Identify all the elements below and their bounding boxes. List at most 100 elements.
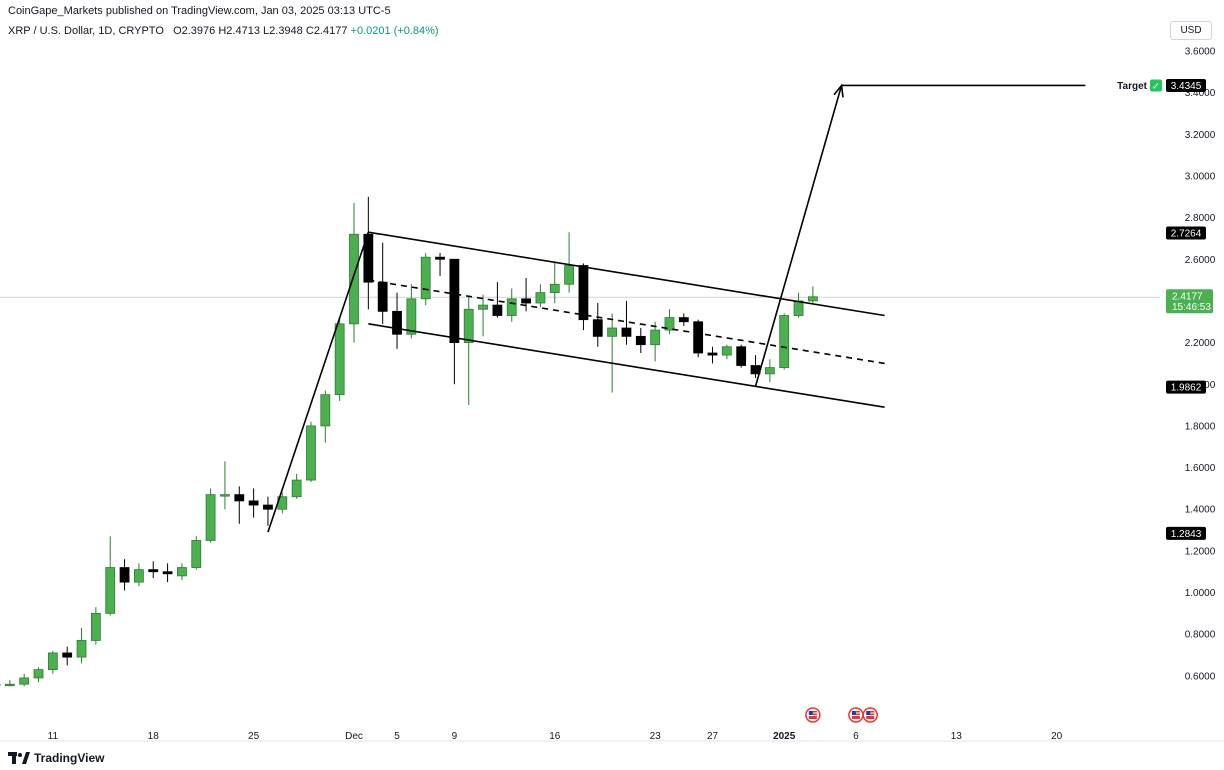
candle-body [607,327,618,337]
time-tick-label: 11 [48,731,59,742]
candle-body [492,304,503,316]
flag-stripe-white [808,715,817,716]
candle [693,319,704,358]
target-price-badge: 3.4345 [1166,78,1206,92]
flag-stripe-white [851,715,860,716]
candle-body [19,677,30,685]
price-tick-label: 2.2000 [1185,338,1216,349]
candle-body [406,298,417,335]
time-tick-label: 20 [1051,731,1063,742]
price-tick-label: 0.8000 [1185,630,1216,641]
candle-body [435,256,445,260]
time-tick-label: 18 [148,731,160,742]
candle [650,321,661,362]
price-badge: 2.7264 [1166,226,1206,240]
currency-button[interactable]: USD [1170,21,1212,40]
change-value: +0.0201 (+0.84%) [350,25,439,37]
candle [736,344,747,368]
us-flag-icon [862,707,878,723]
candle-body [592,319,603,337]
price-badge-text: 1.9862 [1171,383,1202,394]
candle [162,563,173,583]
candle-body [779,315,790,368]
candle [635,328,646,354]
price-axis[interactable]: 3.6000 3.4000 3.2000 3.0000 2.8000 2.6000 2.20… [1185,46,1216,682]
projection-line [754,85,843,387]
time-tick-label: 23 [650,731,662,742]
candle-body [578,265,589,321]
price-badge-text: 2.7264 [1171,228,1202,239]
tradingview-logo-icon [8,752,30,764]
candle-body [377,281,388,312]
candle [263,496,273,526]
candle [334,317,345,401]
candle [492,282,503,318]
candle [793,292,804,318]
us-flag-icon [848,707,864,723]
candle-body [349,233,359,325]
price-tick-label: 3.2000 [1185,130,1216,141]
candle-body [535,292,546,304]
candle-body [4,683,15,687]
price-tick-label: 2.6000 [1185,255,1216,266]
candle [47,650,58,674]
check-mark: ✓ [1152,81,1160,92]
candle [478,294,488,337]
candle [76,627,87,664]
candle-body [177,567,187,577]
price-tick-label: 3.6000 [1185,46,1216,57]
last-price-bg [1166,289,1213,314]
candle [277,492,288,514]
time-tick-label: 27 [707,731,719,742]
candle-body [220,494,230,497]
time-tick-label: 9 [452,731,458,742]
candle [678,313,689,326]
candle [535,284,546,308]
candle [220,461,230,510]
close-value: 2.4177 [313,25,348,37]
candle [306,421,316,483]
candle-body [392,310,402,335]
candle-body [664,317,675,331]
candle-body [248,500,259,506]
time-axis[interactable]: 11 18 25 Dec 5 9 16 23 27 2025 6 13 20 [48,731,1063,742]
price-tick-label: 1.0000 [1185,588,1216,599]
symbol-name: XRP / U.S. Dollar, 1D, CRYPTO [8,25,164,37]
candle [234,486,245,524]
candle [105,536,116,616]
drawings-layer [267,83,1086,533]
time-tick-label: 6 [853,731,859,742]
time-tick-label: 5 [394,731,400,742]
candle-body [635,335,646,346]
candle-body [90,612,101,641]
candle [248,488,259,518]
price-tick-label: 1.8000 [1185,421,1216,432]
close-label: C [305,25,314,37]
price-tick-label: 1.6000 [1185,463,1216,474]
price-badge: 1.2843 [1166,526,1206,540]
target-price-badge-text: 3.4345 [1171,81,1202,92]
candle [707,346,718,364]
price-tick-label: 0.6000 [1185,671,1216,682]
candle-body [205,494,216,541]
candle-body [306,425,316,481]
publisher-line: CoinGape_Markets published on TradingVie… [8,5,391,17]
us-flag-icon [805,707,821,723]
tradingview-logo[interactable]: TradingView [8,751,104,765]
footer-brand: TradingView [34,751,105,765]
candle [607,313,618,393]
target-price-badge-bg [1166,78,1206,92]
symbol-info: XRP / U.S. Dollar, 1D, CRYPTO O2.3976 H2… [8,25,439,37]
candle [320,390,331,443]
channel-upper-line [368,231,885,317]
candle-body [764,367,775,375]
last-price-value: 2.4177 [1172,292,1203,303]
candle-body [736,346,747,366]
low-value: 2.3948 [269,25,303,37]
time-tick-label: 16 [549,731,561,742]
price-badge: 1.9862 [1166,380,1206,394]
candle-body [463,308,474,343]
candle [119,559,130,591]
